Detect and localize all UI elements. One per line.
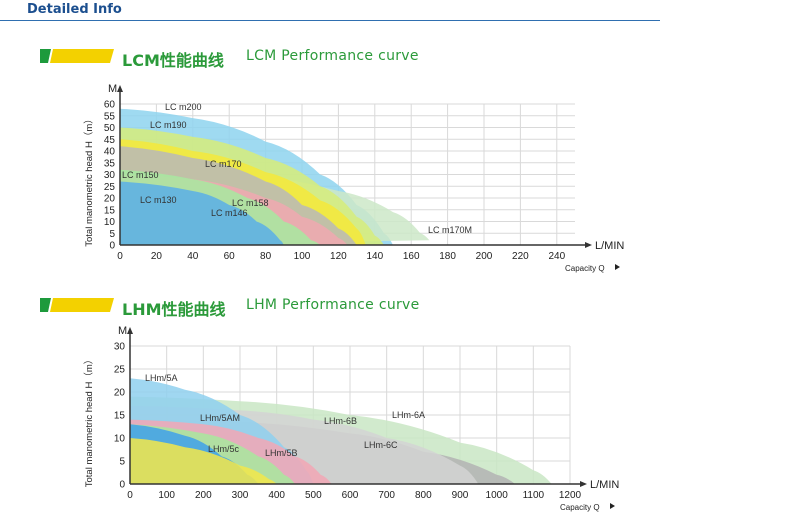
y-tick-label: 45 <box>104 135 116 146</box>
series-area-unlabeled-7 <box>130 438 277 484</box>
x-axis-label: Capacity Q <box>565 264 605 273</box>
series-label: LHm/5AM <box>200 413 240 423</box>
x-tick-label: 800 <box>415 490 432 501</box>
page-title: Detailed Info <box>27 2 122 17</box>
series-label: LC m146 <box>211 208 248 218</box>
y-tick-label: 20 <box>104 194 116 205</box>
x-tick-label: 180 <box>439 251 456 262</box>
y-tick-label: 25 <box>114 365 126 376</box>
series-label: LC m190 <box>150 120 187 130</box>
series-label: LHm-6A <box>392 410 425 420</box>
green-yellow-bar-icon <box>40 298 114 312</box>
y-unit-label: M <box>108 83 117 95</box>
x-tick-label: 60 <box>224 251 236 262</box>
y-tick-label: 10 <box>114 434 126 445</box>
y-tick-label: 50 <box>104 123 116 134</box>
y-tick-label: 15 <box>104 205 116 216</box>
series-area-lc-m130 <box>120 181 284 245</box>
y-axis-arrow-icon <box>117 85 123 92</box>
x-tick-label: 1100 <box>523 490 545 501</box>
x-tick-label: 0 <box>127 490 133 501</box>
info-header-bar: Detailed Info <box>0 0 660 21</box>
x-tick-label: 40 <box>187 251 199 262</box>
y-tick-label: 30 <box>104 170 116 181</box>
x-axis-arrow-icon <box>580 481 587 487</box>
x-tick-label: 700 <box>378 490 395 501</box>
y-tick-label: 60 <box>104 100 116 111</box>
capacity-arrow-icon <box>610 503 615 509</box>
x-tick-label: 120 <box>330 251 347 262</box>
x-tick-label: 240 <box>548 251 565 262</box>
green-yellow-bar-icon <box>40 49 114 63</box>
series-label: LHm-6B <box>324 416 357 426</box>
x-tick-label: 400 <box>268 490 285 501</box>
series-label: LC m150 <box>122 170 159 180</box>
series-label: LC m158 <box>232 198 269 208</box>
y-axis-arrow-icon <box>127 327 133 334</box>
y-tick-label: 35 <box>104 158 116 169</box>
x-tick-label: 0 <box>117 251 123 262</box>
x-tick-label: 200 <box>476 251 493 262</box>
series-label: LC m170 <box>205 159 242 169</box>
y-tick-label: 20 <box>114 388 126 399</box>
x-tick-label: 200 <box>195 490 212 501</box>
x-tick-label: 100 <box>158 490 175 501</box>
y-unit-label: M <box>118 325 127 337</box>
x-tick-label: 300 <box>232 490 249 501</box>
x-tick-label: 900 <box>452 490 469 501</box>
lcm-title-en: LCM Performance curve <box>246 48 419 64</box>
x-tick-label: 80 <box>260 251 272 262</box>
y-axis-label: Total manometric head H（m） <box>83 114 95 247</box>
x-tick-label: 140 <box>366 251 383 262</box>
x-tick-label: 500 <box>305 490 322 501</box>
x-tick-label: 20 <box>151 251 163 262</box>
y-tick-label: 25 <box>104 182 116 193</box>
x-tick-label: 600 <box>342 490 359 501</box>
series-label: LHm/5c <box>208 444 240 454</box>
x-unit-label: L/MIN <box>595 240 624 252</box>
y-tick-label: 30 <box>114 342 126 353</box>
x-unit-label: L/MIN <box>590 479 619 491</box>
y-tick-label: 0 <box>109 241 115 252</box>
y-tick-label: 5 <box>109 229 115 240</box>
series-label: LHm-6C <box>364 440 398 450</box>
y-tick-label: 5 <box>119 457 125 468</box>
x-tick-label: 160 <box>403 251 420 262</box>
x-tick-label: 100 <box>294 251 311 262</box>
lcm-title-cn: LCM性能曲线 <box>122 51 224 70</box>
x-tick-label: 220 <box>512 251 529 262</box>
y-tick-label: 40 <box>104 147 116 158</box>
capacity-arrow-icon <box>615 264 620 270</box>
series-label: LC m200 <box>165 102 202 112</box>
series-label: LHm/5B <box>265 448 298 458</box>
y-tick-label: 15 <box>114 411 126 422</box>
x-tick-label: 1000 <box>486 490 509 501</box>
y-tick-label: 10 <box>104 217 116 228</box>
y-tick-label: 55 <box>104 111 116 122</box>
x-tick-label: 1200 <box>559 490 582 501</box>
y-tick-label: 0 <box>119 480 125 491</box>
y-axis-label: Total manometric head H（m） <box>83 355 95 488</box>
x-axis-label: Capacity Q <box>560 503 600 512</box>
lhm-title-en: LHM Performance curve <box>246 297 420 313</box>
lhm-title-cn: LHM性能曲线 <box>122 300 226 319</box>
series-label: LC m130 <box>140 195 177 205</box>
series-label: LHm/5A <box>145 373 178 383</box>
x-axis-arrow-icon <box>585 242 592 248</box>
series-label: LC m170M <box>428 225 472 235</box>
